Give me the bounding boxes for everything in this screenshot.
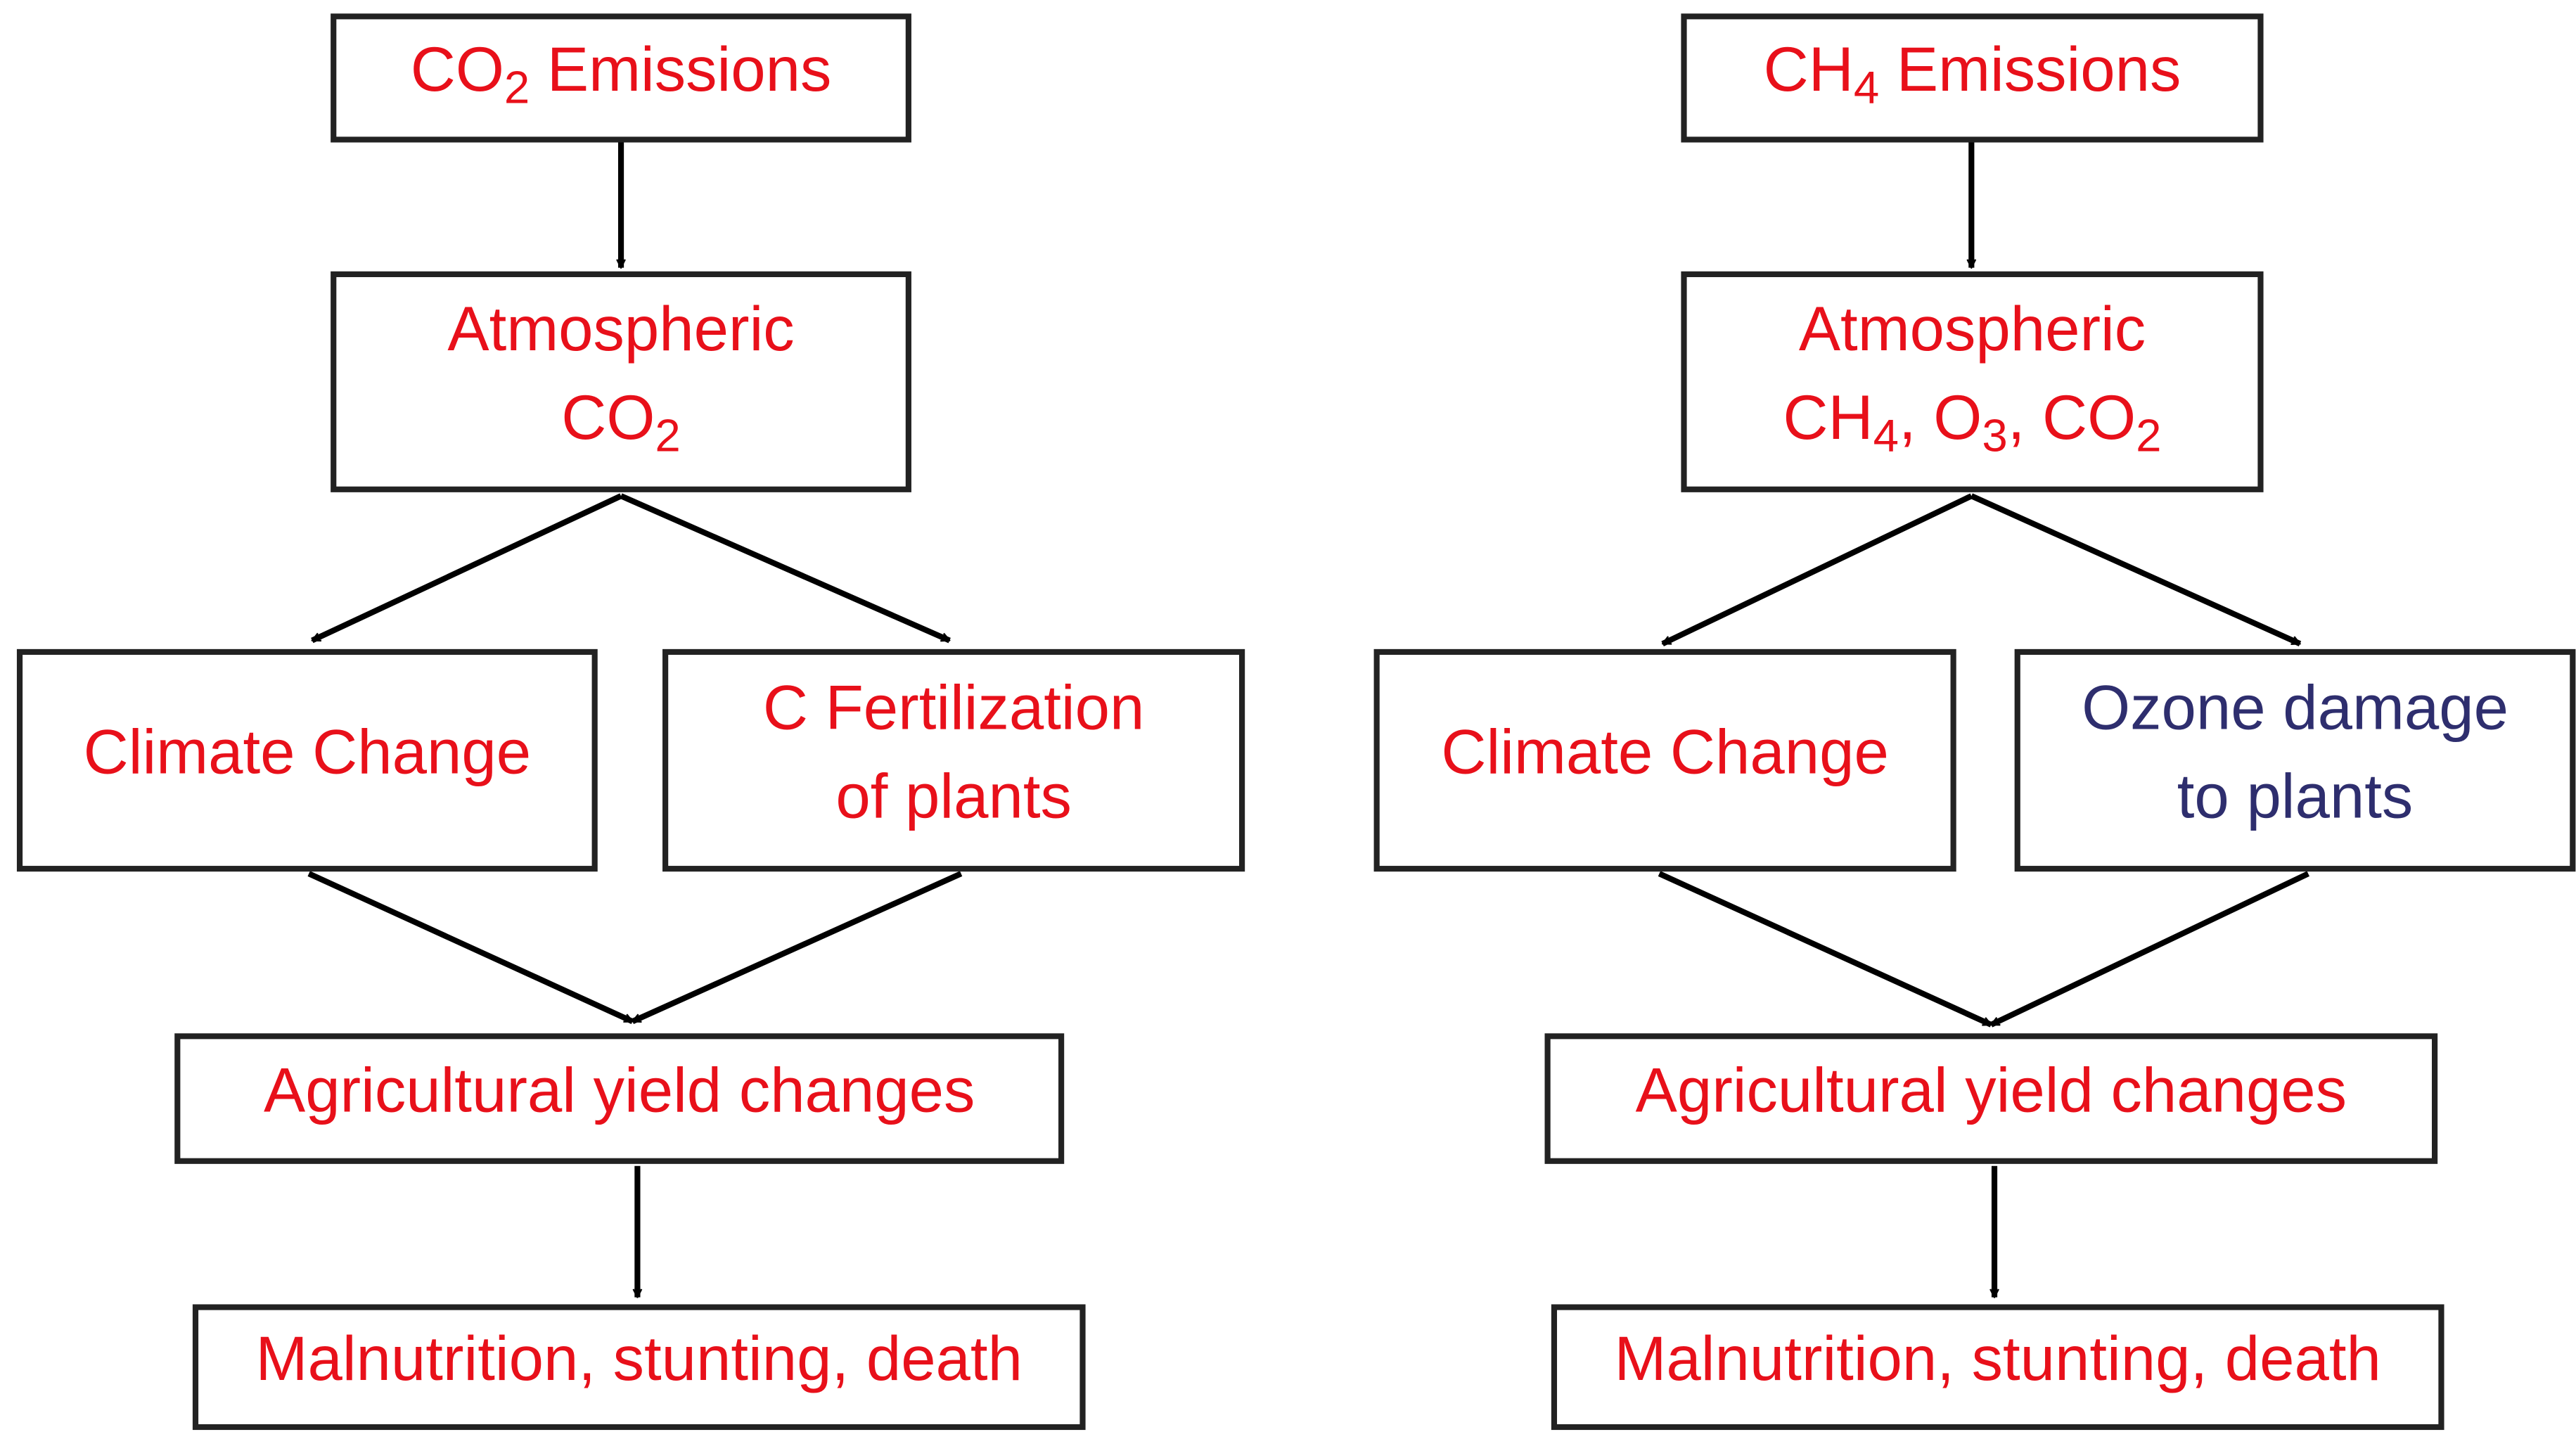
node-label: Ozone damage [2082,673,2508,743]
arrow [312,493,622,644]
arrow [307,871,632,1025]
label-text: Ozone damage [2082,673,2508,743]
arrow [632,871,963,1025]
label-text: Atmospheric [1799,295,2146,364]
node-box [192,1304,1086,1431]
node-label: Agricultural yield changes [264,1056,975,1125]
node-label: Climate Change [1441,717,1888,787]
label-text: CO [561,383,655,453]
label-text: Agricultural yield changes [264,1056,975,1125]
node-box [16,648,598,872]
label-text: CO [411,35,504,105]
node-box [662,648,1245,872]
label-text: Climate Change [1441,717,1888,787]
label-text: Malnutrition, stunting, death [1614,1324,2380,1394]
node-label: Malnutrition, stunting, death [256,1324,1023,1394]
node-box [331,271,911,492]
node-box [1681,13,2264,143]
subscript: 3 [1982,410,2007,461]
label-text: Emissions [530,35,831,105]
node-label: CH4, O3, CO2 [1783,383,2161,461]
node-box [1551,1304,2444,1431]
label-text: , CO [2008,383,2136,453]
node-label: Atmospheric [1799,295,2146,364]
arrow [1658,871,1991,1028]
label-text: Climate Change [84,717,531,787]
node-label: Climate Change [84,717,531,787]
label-text: of plants [835,762,1072,831]
subscript: 2 [655,410,680,461]
subscript: 4 [1873,410,1899,461]
node-box [174,1033,1065,1164]
node-label: CO2 Emissions [411,35,832,113]
node-box [1544,1033,2438,1164]
node-label: Malnutrition, stunting, death [1614,1324,2380,1394]
node-label: CO2 [561,383,681,461]
node-box [1373,648,1956,872]
node-label: of plants [835,762,1072,831]
label-text: to plants [2177,762,2414,831]
label-text: Malnutrition, stunting, death [256,1324,1023,1394]
node-box [331,13,911,143]
label-text: Atmospheric [447,295,794,364]
subscript: 4 [1854,62,1879,113]
subscript: 2 [2136,410,2161,461]
arrow [1970,493,2300,646]
label-text: Emissions [1879,35,2181,105]
arrow [1991,871,2309,1028]
arrow [620,493,949,644]
label-text: Agricultural yield changes [1636,1056,2347,1125]
subscript: 2 [504,62,530,113]
node-box [2014,648,2576,872]
label-text: , O [1899,383,1982,453]
node-label: to plants [2177,762,2414,831]
label-text: CH [1764,35,1854,105]
node-label: Agricultural yield changes [1636,1056,2347,1125]
node-label: CH4 Emissions [1764,35,2181,113]
arrow [1662,493,1973,646]
node-label: C Fertilization [763,673,1145,743]
label-text: C Fertilization [763,673,1145,743]
label-text: CH [1783,383,1873,453]
node-box [1681,271,2264,492]
node-label: Atmospheric [447,295,794,364]
